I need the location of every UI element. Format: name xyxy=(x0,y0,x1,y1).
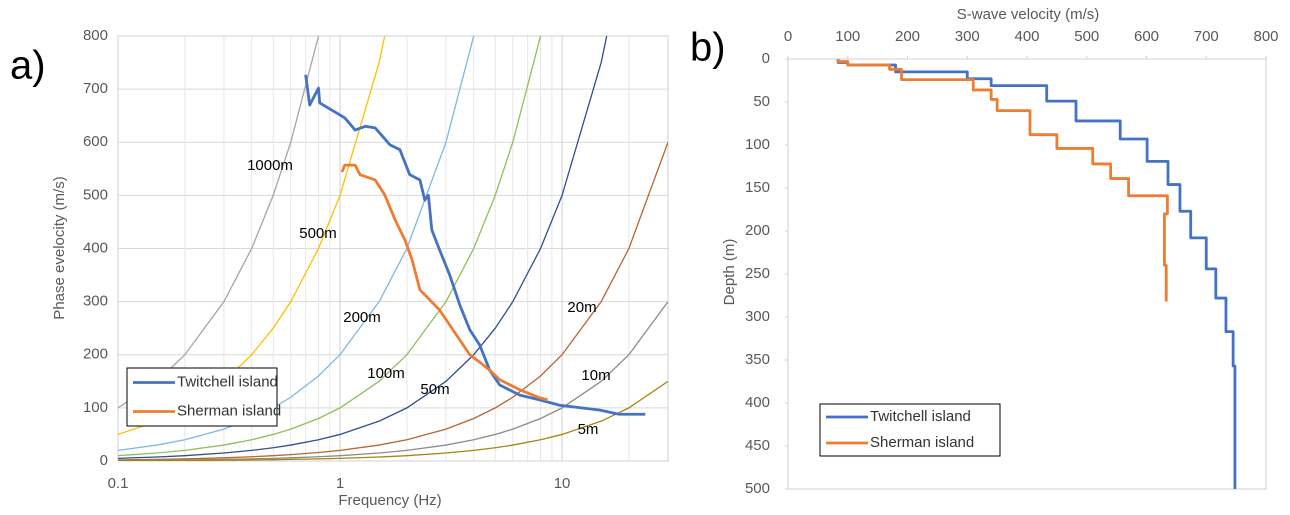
legend-label: Twitchell island xyxy=(177,373,278,390)
y-tick-label: 300 xyxy=(83,293,108,310)
reference-curve xyxy=(118,142,668,461)
x-tick-label: 700 xyxy=(1194,28,1219,45)
reference-curve xyxy=(118,36,320,409)
y-tick-label: 500 xyxy=(83,186,108,203)
legend-label: Sherman island xyxy=(177,402,281,419)
x-tick-label: 300 xyxy=(955,28,980,45)
x-tick-label: 0 xyxy=(784,28,792,45)
series-line xyxy=(836,59,1169,302)
curve-label: 50m xyxy=(420,381,449,398)
y-tick-label: 500 xyxy=(745,480,770,497)
curve-label: 1000m xyxy=(247,157,293,174)
x-tick-label: 0.1 xyxy=(108,475,129,492)
y-tick-label: 200 xyxy=(745,222,770,239)
y-tick-label: 0 xyxy=(100,452,108,469)
legend-box xyxy=(126,367,278,427)
x-tick-label: 600 xyxy=(1134,28,1159,45)
y-axis-label: Phase evelocity (m/s) xyxy=(51,176,68,319)
x-tick-label: 800 xyxy=(1253,28,1278,45)
x-tick-label: 200 xyxy=(895,28,920,45)
y-tick-label: 350 xyxy=(745,351,770,368)
x-tick-label: 400 xyxy=(1014,28,1039,45)
y-tick-label: 150 xyxy=(745,179,770,196)
series-line xyxy=(340,163,548,402)
y-axis-label: Depth (m) xyxy=(721,239,738,306)
y-tick-label: 250 xyxy=(745,265,770,282)
x-tick-label: 100 xyxy=(835,28,860,45)
x-axis-label: Frequency (Hz) xyxy=(338,492,441,509)
reference-curve xyxy=(118,301,668,461)
series-line xyxy=(836,59,1237,489)
y-tick-label: 450 xyxy=(745,437,770,454)
y-tick-label: 300 xyxy=(745,308,770,325)
curve-label: 20m xyxy=(567,299,596,316)
reference-curve xyxy=(118,36,608,459)
curve-label: 500m xyxy=(299,225,337,242)
x-tick-label: 10 xyxy=(554,475,571,492)
curve-label: 200m xyxy=(343,309,381,326)
plot-frame xyxy=(117,35,669,462)
y-tick-label: 400 xyxy=(83,239,108,256)
legend-label: Sherman island xyxy=(870,434,974,451)
curve-label: 5m xyxy=(578,421,599,438)
legend-label: Twitchell island xyxy=(870,408,971,425)
y-tick-label: 600 xyxy=(83,133,108,150)
y-tick-label: 50 xyxy=(753,93,770,110)
x-tick-label: 500 xyxy=(1074,28,1099,45)
panel-label: a) xyxy=(10,44,46,88)
y-tick-label: 200 xyxy=(83,346,108,363)
y-tick-label: 100 xyxy=(745,136,770,153)
x-axis-label: S-wave velocity (m/s) xyxy=(957,6,1100,23)
curve-label: 100m xyxy=(367,365,405,382)
x-tick-label: 1 xyxy=(336,475,344,492)
legend-box xyxy=(819,403,1001,457)
reference-curve xyxy=(118,380,668,461)
y-tick-label: 800 xyxy=(83,27,108,44)
y-tick-label: 400 xyxy=(745,394,770,411)
series-line xyxy=(304,74,646,416)
curve-label: 10m xyxy=(581,367,610,384)
y-tick-label: 700 xyxy=(83,80,108,97)
panel-label: b) xyxy=(690,26,726,70)
y-tick-label: 100 xyxy=(83,399,108,416)
y-tick-label: 0 xyxy=(762,50,770,67)
reference-curve xyxy=(118,36,542,457)
